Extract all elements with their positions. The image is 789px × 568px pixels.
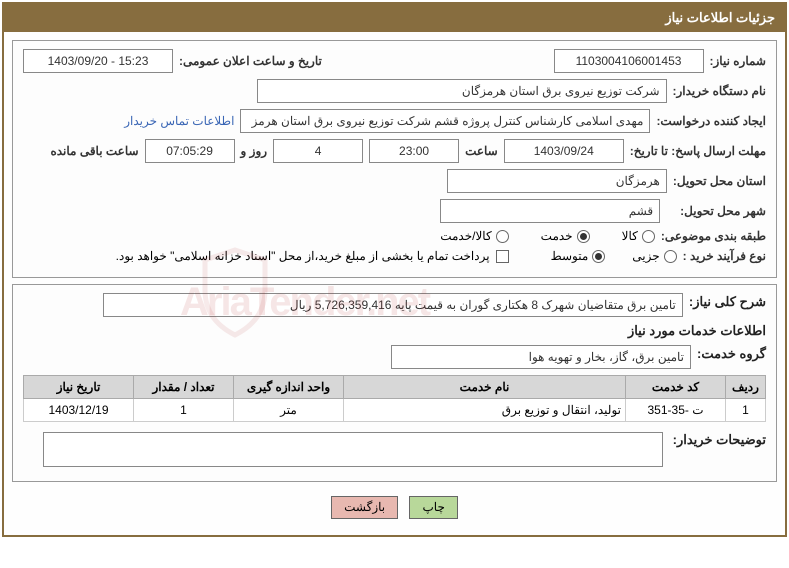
buyer-org-label: نام دستگاه خریدار: [673,84,767,98]
need-number-label: شماره نیاز: [710,54,766,68]
treasury-note: پرداخت تمام یا بخشی از مبلغ خرید،از محل … [116,249,490,263]
service-group-field: تامین برق، گاز، بخار و تهویه هوا [391,345,691,369]
cell-code: ت -35-351 [626,399,726,422]
days-label: روز و [241,144,268,158]
cell-qty: 1 [134,399,234,422]
province-label: استان محل تحویل: [673,174,766,188]
province-field: هرمزگان [447,169,667,193]
contact-link[interactable]: اطلاعات تماس خریدار [124,114,234,128]
category-label: طبقه بندی موضوعی: [661,229,766,243]
cat-service-radio[interactable]: خدمت [541,229,590,243]
need-number-field: 1103004106001453 [554,49,704,73]
th-qty: تعداد / مقدار [134,376,234,399]
announce-date-label: تاریخ و ساعت اعلان عمومی: [179,54,322,68]
remaining-label: ساعت باقی مانده [50,144,138,158]
print-button[interactable]: چاپ [409,496,457,519]
buyer-notes-label: توضیحات خریدار: [673,432,766,448]
deadline-date-field: 1403/09/24 [504,139,624,163]
th-code: کد خدمت [626,376,726,399]
services-info-label: اطلاعات خدمات مورد نیاز [23,323,766,339]
cell-name: تولید، انتقال و توزیع برق [344,399,626,422]
th-name: نام خدمت [344,376,626,399]
buyer-notes-field [43,432,663,467]
cat-goods-radio[interactable]: کالا [622,229,655,243]
need-desc-section: شرح کلی نیاز: تامین برق متقاضیان شهرک 8 … [12,284,777,482]
cell-unit: متر [234,399,344,422]
cell-date: 1403/12/19 [24,399,134,422]
back-button[interactable]: بازگشت [331,496,398,519]
deadline-label: مهلت ارسال پاسخ: تا تاریخ: [630,144,766,158]
button-row: چاپ بازگشت [12,488,777,527]
need-title-field: تامین برق متقاضیان شهرک 8 هکتاری گوران ب… [103,293,683,317]
cell-row: 1 [726,399,766,422]
page-title: جزئیات اطلاعات نیاز [665,10,775,25]
city-label: شهر محل تحویل: [680,204,766,218]
buyer-org-field: شرکت توزیع نیروی برق استان هرمزگان [257,79,667,103]
treasury-checkbox[interactable] [496,250,509,263]
announce-date-field: 1403/09/20 - 15:23 [23,49,173,73]
need-title-label: شرح کلی نیاز: [689,294,766,310]
th-unit: واحد اندازه گیری [234,376,344,399]
time-label: ساعت [465,144,498,158]
service-group-label: گروه خدمت: [697,346,766,362]
remaining-time-field: 07:05:29 [145,139,235,163]
th-row: ردیف [726,376,766,399]
city-field: قشم [440,199,660,223]
deadline-time-field: 23:00 [369,139,459,163]
cat-goods-service-radio[interactable]: کالا/خدمت [440,229,508,243]
table-row: 1 ت -35-351 تولید، انتقال و توزیع برق مت… [24,399,766,422]
services-table: ردیف کد خدمت نام خدمت واحد اندازه گیری ت… [23,375,766,422]
purchase-type-label: نوع فرآیند خرید : [683,249,766,263]
main-container: جزئیات اطلاعات نیاز شماره نیاز: 11030041… [2,2,787,537]
days-field: 4 [273,139,363,163]
pt-partial-radio[interactable]: جزیی [632,249,676,263]
requester-field: مهدی اسلامی کارشناس کنترل پروژه قشم شرکت… [240,109,650,133]
requester-label: ایجاد کننده درخواست: [656,114,766,128]
pt-medium-radio[interactable]: متوسط [551,249,606,263]
page-title-bar: جزئیات اطلاعات نیاز [4,4,785,32]
th-date: تاریخ نیاز [24,376,134,399]
basic-info-section: شماره نیاز: 1103004106001453 تاریخ و ساع… [12,40,777,278]
